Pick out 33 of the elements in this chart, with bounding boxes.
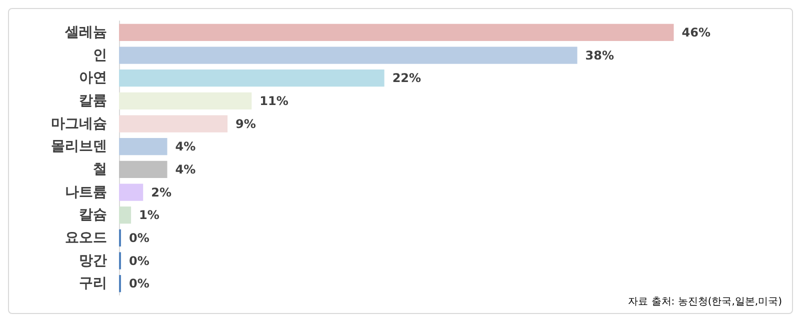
- y-tick-label: 아연: [79, 70, 107, 86]
- y-tick-label: 칼륨: [79, 92, 107, 109]
- data-label: 11%: [260, 94, 288, 108]
- data-label: 0%: [129, 230, 150, 245]
- y-tick-label: 셀레늄: [64, 24, 107, 40]
- bar: [119, 70, 384, 87]
- data-label: 22%: [392, 71, 422, 86]
- data-label: 2%: [151, 185, 172, 200]
- bar: [119, 24, 674, 41]
- y-tick-label: 칼슘: [79, 207, 107, 224]
- y-tick-label: 인: [93, 47, 107, 64]
- bar: [119, 115, 228, 132]
- data-label: 46%: [682, 25, 710, 40]
- bar: [119, 184, 144, 201]
- bar: [119, 46, 578, 64]
- data-label: 4%: [175, 140, 196, 154]
- y-tick-label: 철: [93, 161, 107, 178]
- bar: [119, 160, 168, 178]
- data-label: 0%: [129, 276, 150, 291]
- data-label: 38%: [585, 48, 614, 62]
- y-tick-label: 마그네슘: [51, 116, 107, 132]
- data-label: 1%: [139, 208, 160, 222]
- y-tick-label: 망간: [79, 252, 107, 269]
- data-label: 0%: [129, 254, 150, 268]
- y-tick-label: 구리: [79, 276, 107, 292]
- y-tick-label: 요오드: [65, 230, 107, 246]
- bar: [119, 92, 252, 110]
- data-label: 4%: [175, 162, 196, 176]
- data-label: 9%: [236, 116, 256, 131]
- text: 자료 출처: 농진청(한국,일본,미국): [628, 296, 782, 308]
- y-tick-label: 나트륨: [65, 184, 107, 200]
- y-tick-label: 몰리브덴: [51, 138, 107, 155]
- bar: [119, 138, 168, 156]
